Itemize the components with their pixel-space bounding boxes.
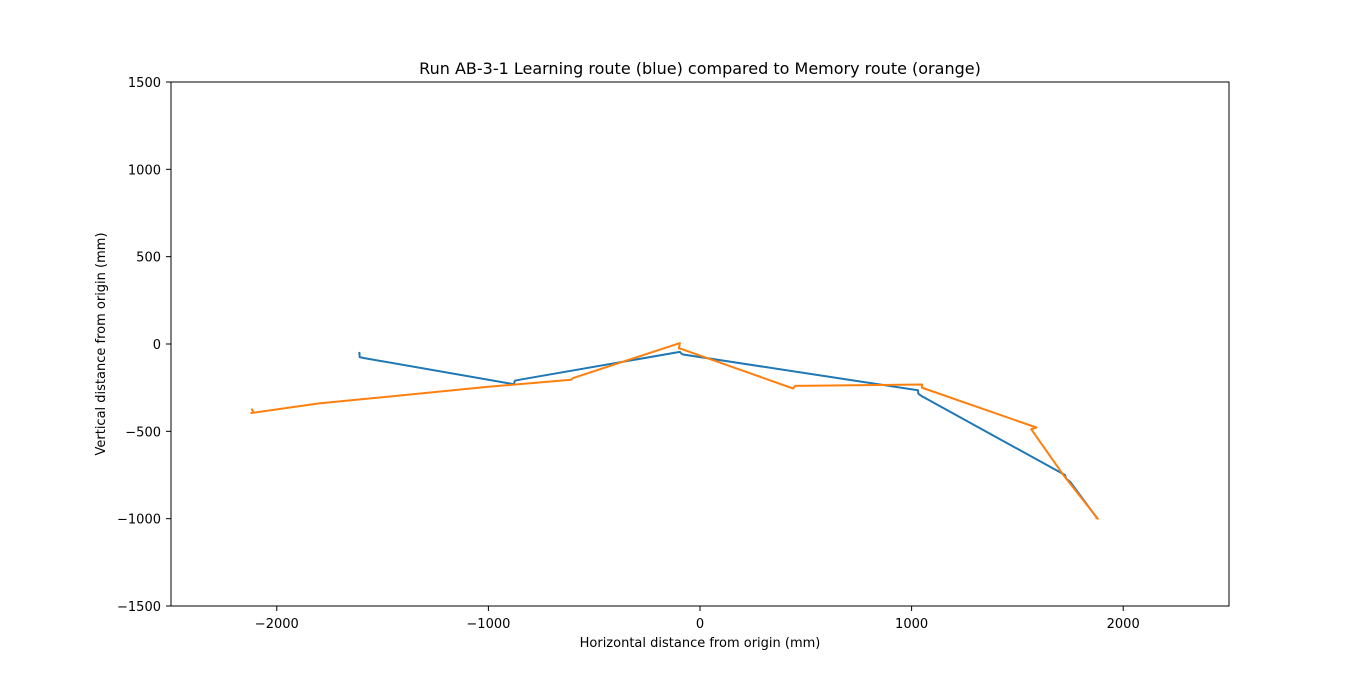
- y-tick-label: −1000: [117, 513, 161, 528]
- y-tick-label: 0: [153, 338, 161, 353]
- x-tick-label: −1000: [466, 617, 510, 632]
- series-group: [250, 342, 1099, 520]
- y-tick-label: 1500: [128, 76, 161, 91]
- chart-title: Run AB-3-1 Learning route (blue) compare…: [419, 59, 981, 78]
- memory-route-line: [250, 342, 1099, 520]
- y-axis-label: Vertical distance from origin (mm): [94, 232, 109, 455]
- y-tick-label: −500: [125, 425, 161, 440]
- x-axis-ticks: −2000 −1000 0 1000 2000: [255, 606, 1140, 632]
- y-axis-ticks: −1500 −1000 −500 0 500 1000 1500: [117, 76, 171, 615]
- x-tick-label: −2000: [255, 617, 299, 632]
- y-tick-label: 500: [136, 251, 161, 266]
- x-tick-label: 0: [696, 617, 704, 632]
- y-tick-label: 1000: [128, 163, 161, 178]
- y-tick-label: −1500: [117, 600, 161, 615]
- x-axis-label: Horizontal distance from origin (mm): [580, 636, 821, 651]
- x-tick-label: 1000: [895, 617, 928, 632]
- x-tick-label: 2000: [1107, 617, 1140, 632]
